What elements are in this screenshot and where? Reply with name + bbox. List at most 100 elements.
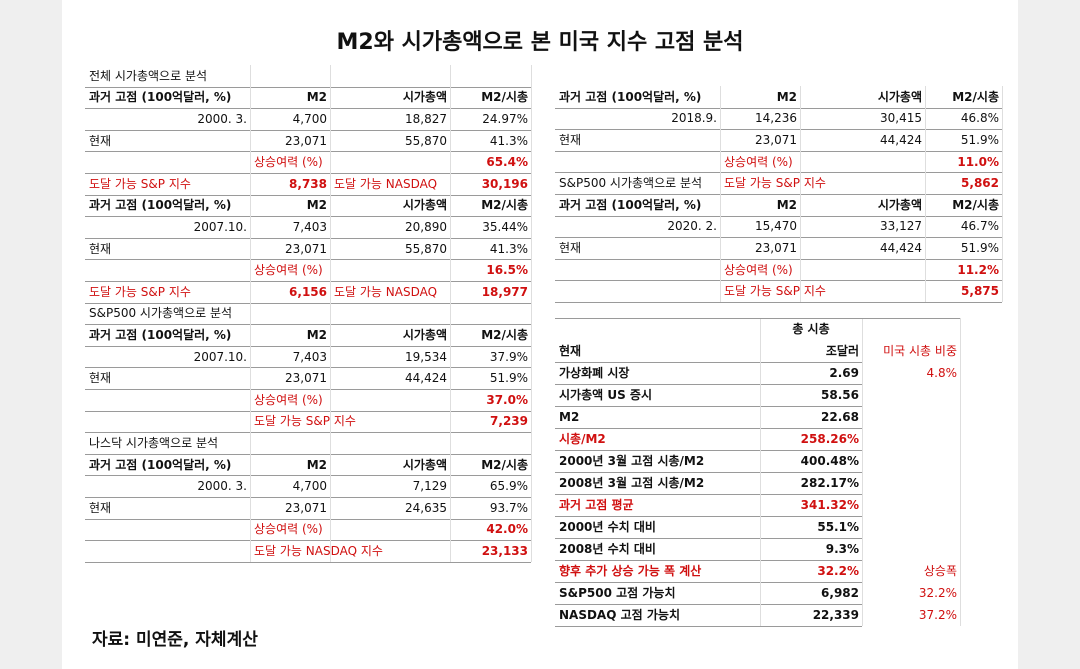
column-header: 시가총액: [402, 90, 447, 105]
table-cell: 42.0%: [486, 522, 528, 537]
column-border: [760, 318, 761, 626]
table-cell: 2000년 수치 대비: [559, 520, 656, 534]
table-cell: 4,700: [292, 479, 327, 494]
table-cell: 5,875: [961, 284, 999, 299]
row-border: [85, 237, 531, 239]
column-header: M2/시총: [481, 328, 528, 342]
table-cell: 55.1%: [817, 520, 859, 534]
column-border: [531, 65, 532, 562]
row-border: [555, 560, 862, 561]
table-cell: 23,071: [285, 241, 327, 256]
table-cell: 44,424: [880, 133, 922, 147]
table-cell: 8,738: [289, 176, 327, 191]
table-cell: 상승여력 (%): [254, 263, 323, 278]
table-cell: 6,156: [289, 284, 327, 299]
section-heading: 나스닥 시가총액으로 분석: [89, 436, 219, 450]
table-cell: 41.3%: [489, 241, 528, 256]
table-cell: 도달 가능 S&P 지수: [724, 284, 826, 299]
table-cell: 341.32%: [800, 498, 859, 512]
row-border: [85, 302, 531, 304]
table-cell: 18,977: [481, 284, 528, 299]
table-cell: S&P500 시가총액으로 분석: [559, 176, 703, 191]
table-cell: 2000. 3.: [197, 112, 247, 126]
table-cell: 24.97%: [482, 112, 528, 126]
table-cell: 2018.9.: [671, 111, 717, 126]
row-border: [555, 215, 1002, 217]
row-border: [85, 324, 531, 326]
table-cell: 도달 가능 S&P 지수: [89, 176, 191, 191]
table-cell: 23,071: [285, 371, 327, 386]
column-header: M2: [306, 457, 327, 472]
table-cell: 30,415: [880, 111, 922, 126]
table-cell: 23,071: [285, 133, 327, 148]
row-border: [85, 129, 531, 131]
row-border: [85, 561, 531, 563]
row-border: [555, 318, 960, 319]
table-cell: 32.2%: [918, 586, 957, 600]
row-border: [555, 450, 862, 451]
table-cell: 7,403: [292, 220, 327, 234]
row-border: [85, 194, 531, 196]
table-cell: 5,862: [961, 176, 999, 191]
column-border: [1002, 86, 1003, 302]
column-header: 과거 고점 (100억달러, %): [559, 197, 702, 212]
row-border: [555, 150, 1002, 152]
table-cell: S&P500 고점 가능치: [559, 586, 676, 600]
row-border: [85, 540, 531, 542]
table-cell: 19,534: [405, 349, 447, 364]
column-header: M2: [776, 197, 797, 212]
table-cell: 상승여력 (%): [254, 522, 323, 537]
row-border: [85, 108, 531, 110]
table-cell: 2007.10.: [193, 349, 247, 364]
row-border: [555, 302, 1002, 303]
table-cell: 현재: [559, 344, 582, 358]
table-cell: 51.9%: [960, 241, 999, 255]
table-cell: 상승여력 (%): [724, 154, 793, 169]
table-cell: 도달 가능 NASDAQ 지수: [254, 544, 383, 558]
table-cell: 조달러: [825, 344, 859, 358]
column-header: M2: [306, 90, 327, 105]
column-header: 과거 고점 (100억달러, %): [89, 198, 232, 213]
table-cell: 16.5%: [486, 263, 528, 278]
table-cell: 상승여력 (%): [724, 262, 793, 277]
table-cell: 상승폭: [923, 564, 957, 578]
table-cell: 23,071: [755, 241, 797, 255]
row-border: [85, 259, 531, 261]
row-border: [555, 172, 1002, 174]
table-cell: 현재: [559, 133, 582, 147]
table-cell: 37.0%: [486, 392, 528, 407]
row-border: [85, 389, 531, 390]
row-border: [555, 384, 862, 385]
table-cell: 도달 가능 S&P 지수: [724, 176, 826, 191]
row-border: [85, 367, 531, 369]
table-cell: 미국 시총 비중: [883, 344, 957, 358]
row-border: [555, 472, 862, 473]
row-border: [555, 406, 862, 407]
table-cell: 9.3%: [825, 542, 859, 556]
row-border: [555, 362, 862, 363]
column-header: 과거 고점 (100억달러, %): [89, 90, 232, 105]
row-border: [555, 107, 1002, 109]
table-cell: 55,870: [405, 241, 447, 256]
row-border: [555, 194, 1002, 195]
column-header: M2: [306, 328, 327, 342]
table-cell: 258.26%: [800, 432, 859, 446]
table-cell: NASDAQ 고점 가능치: [559, 608, 680, 622]
table-cell: 33,127: [880, 219, 922, 234]
table-cell: 44,424: [880, 241, 922, 255]
table-cell: 도달 가능 S&P 지수: [89, 284, 191, 299]
table-cell: 400.48%: [800, 454, 859, 468]
column-header: M2/시총: [481, 90, 528, 105]
sheet: [62, 0, 1018, 669]
table-cell: 2020. 2.: [667, 219, 717, 234]
column-header: M2/시총: [481, 198, 528, 213]
table-cell: 14,236: [755, 111, 797, 126]
column-header: 시가총액: [877, 89, 922, 104]
column-border: [450, 65, 451, 562]
table-cell: 37.9%: [489, 349, 528, 364]
table-cell: 2.69: [829, 366, 859, 380]
row-border: [555, 516, 862, 517]
column-border: [250, 65, 251, 562]
table-cell: 35.44%: [482, 220, 528, 234]
